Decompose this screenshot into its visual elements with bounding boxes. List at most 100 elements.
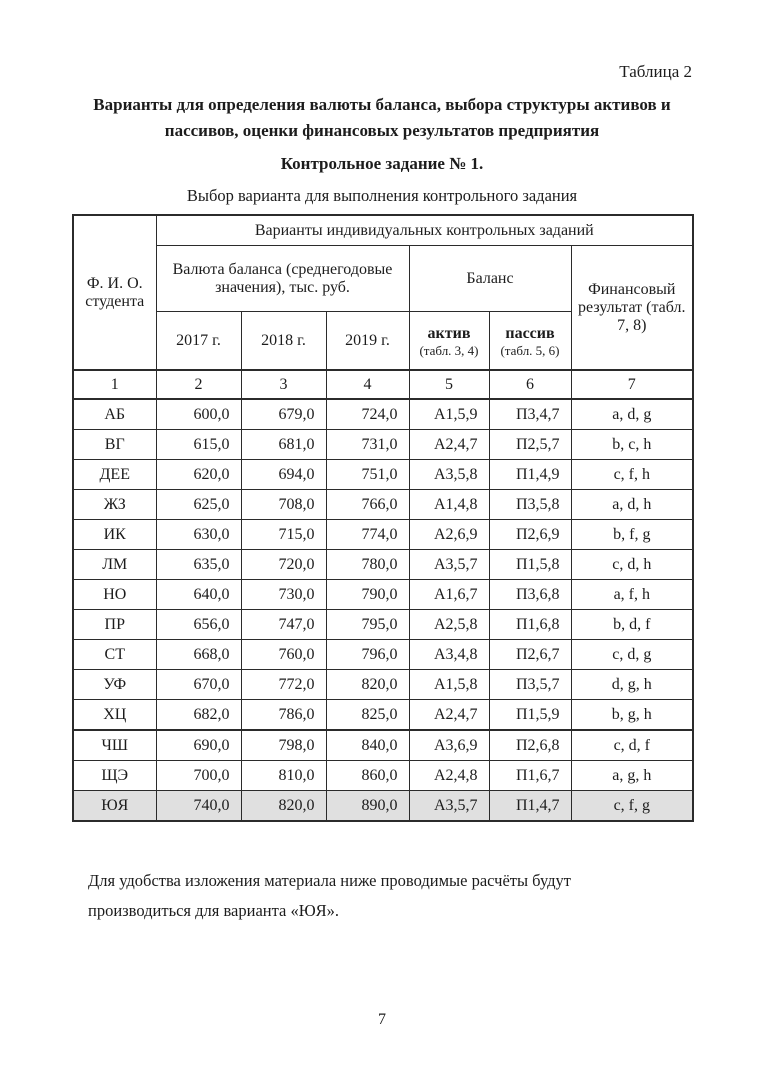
table-cell: ПР — [72, 609, 157, 640]
table-cell: 796,0 — [325, 639, 410, 670]
table-cell: 708,0 — [240, 489, 327, 520]
table-cell: a, d, h — [570, 489, 694, 520]
table-cell: 786,0 — [240, 699, 327, 731]
table-cell: ВГ — [72, 429, 157, 460]
table-cell: 720,0 — [240, 549, 327, 580]
header-fio: Ф. И. О. студента — [72, 214, 157, 371]
table-cell: П2,6,8 — [488, 729, 572, 761]
table-body: АБ 600,0 679,0 724,0 А1,5,9 П3,4,7 a, d, g ВГ 61… — [72, 398, 694, 822]
table-row: ХЦ 682,0 786,0 825,0 А2,4,7 П1,5,9 b, g, h — [72, 699, 694, 731]
header-variants-group: Варианты индивидуальных контрольных зада… — [155, 214, 694, 246]
table-cell: b, g, h — [570, 699, 694, 731]
table-row: УФ 670,0 772,0 820,0 А1,5,8 П3,5,7 d, g, h — [72, 669, 694, 700]
table-row: ПР 656,0 747,0 795,0 А2,5,8 П1,6,8 b, d, f — [72, 609, 694, 640]
table-row: НО 640,0 730,0 790,0 А1,6,7 П3,6,8 a, f, h — [72, 579, 694, 610]
table-row: ЧШ 690,0 798,0 840,0 А3,6,9 П2,6,8 c, d, f — [72, 729, 694, 761]
table-cell: 724,0 — [325, 398, 410, 430]
table-cell: А1,6,7 — [408, 579, 490, 610]
header-liability-label: пассив — [505, 324, 555, 342]
header-row-columns: 2017 г. 2018 г. 2019 г. актив (табл. 3, … — [73, 311, 693, 371]
header-row-numbers: 1 2 3 4 5 6 7 — [72, 369, 694, 400]
table-cell: А3,6,9 — [408, 729, 490, 761]
table-cell: А3,5,7 — [408, 549, 490, 580]
header-year-2019: 2019 г. — [325, 311, 410, 371]
table-cell: c, f, h — [570, 459, 694, 490]
table-cell: 772,0 — [240, 669, 327, 700]
table-cell: 600,0 — [155, 398, 242, 430]
header-year-2018: 2018 г. — [240, 311, 327, 371]
table-cell: П1,6,8 — [488, 609, 572, 640]
table-cell: П1,6,7 — [488, 760, 572, 791]
table-cell: 774,0 — [325, 519, 410, 550]
table-cell: П1,5,8 — [488, 549, 572, 580]
table-cell: А2,4,7 — [408, 429, 490, 460]
table-cell: a, g, h — [570, 760, 694, 791]
table-cell: А3,5,8 — [408, 459, 490, 490]
column-number: 2 — [155, 369, 242, 400]
document-title: Варианты для определения валюты баланса,… — [93, 95, 671, 140]
header-row-groups: Ф. И. О. студента Варианты индивидуальны… — [72, 214, 694, 371]
table-cell: 625,0 — [155, 489, 242, 520]
table-cell: c, d, f — [570, 729, 694, 761]
table-cell: 731,0 — [325, 429, 410, 460]
table-cell: 682,0 — [155, 699, 242, 731]
table-cell: П3,5,7 — [488, 669, 572, 700]
table-cell: П3,6,8 — [488, 579, 572, 610]
table-cell: 747,0 — [240, 609, 327, 640]
table-cell: 740,0 — [155, 790, 242, 822]
table-cell: 751,0 — [325, 459, 410, 490]
table-cell: НО — [72, 579, 157, 610]
table-row: ВГ 615,0 681,0 731,0 А2,4,7 П2,5,7 b, c, h — [72, 429, 694, 460]
table-cell: ДЕЕ — [72, 459, 157, 490]
table-cell: 679,0 — [240, 398, 327, 430]
table-cell: 766,0 — [325, 489, 410, 520]
table-cell: П2,6,7 — [488, 639, 572, 670]
table-cell: 656,0 — [155, 609, 242, 640]
table-cell: 694,0 — [240, 459, 327, 490]
column-number: 1 — [72, 369, 157, 400]
table-cell: П3,4,7 — [488, 398, 572, 430]
table-cell: c, f, g — [570, 790, 694, 822]
table-row: ЮЯ 740,0 820,0 890,0 А3,5,7 П1,4,7 c, f, g — [72, 790, 694, 822]
table-row: АБ 600,0 679,0 724,0 А1,5,9 П3,4,7 a, d, g — [72, 398, 694, 430]
table-cell: 730,0 — [240, 579, 327, 610]
column-number: 4 — [325, 369, 410, 400]
table-cell: 840,0 — [325, 729, 410, 761]
table-cell: 798,0 — [240, 729, 327, 761]
table-cell: П3,5,8 — [488, 489, 572, 520]
header-fin-result: Финансовый результат (табл. 7, 8) — [570, 245, 694, 371]
table-cell: А2,4,7 — [408, 699, 490, 731]
table-cell: 681,0 — [240, 429, 327, 460]
table-title: Выбор варианта для выполнения контрольно… — [186, 186, 578, 205]
table-cell: А2,4,8 — [408, 760, 490, 791]
table-cell: ЧШ — [72, 729, 157, 761]
table-row: ДЕЕ 620,0 694,0 751,0 А3,5,8 П1,4,9 c, f, h — [72, 459, 694, 490]
table-cell: ЛМ — [72, 549, 157, 580]
table-cell: 795,0 — [325, 609, 410, 640]
page-number: 7 — [378, 1011, 386, 1028]
table-cell: 760,0 — [240, 639, 327, 670]
table-cell: 635,0 — [155, 549, 242, 580]
table-cell: ЖЗ — [72, 489, 157, 520]
header-liability-sub: (табл. 5, 6) — [500, 342, 560, 358]
table-cell: b, c, h — [570, 429, 694, 460]
table-cell: А1,5,9 — [408, 398, 490, 430]
table-cell: 630,0 — [155, 519, 242, 550]
table-cell: А3,5,7 — [408, 790, 490, 822]
table-cell: ЩЭ — [72, 760, 157, 791]
table-cell: ИК — [72, 519, 157, 550]
table-cell: 670,0 — [155, 669, 242, 700]
table-row: СТ 668,0 760,0 796,0 А3,4,8 П2,6,7 c, d, g — [72, 639, 694, 670]
header-year-2017: 2017 г. — [155, 311, 242, 371]
table-row: ЖЗ 625,0 708,0 766,0 А1,4,8 П3,5,8 a, d, h — [72, 489, 694, 520]
variants-table: Ф. И. О. студента Варианты индивидуальны… — [72, 214, 695, 822]
table-cell: П2,6,9 — [488, 519, 572, 550]
table-cell: АБ — [72, 398, 157, 430]
table-cell: А1,4,8 — [408, 489, 490, 520]
table-cell: a, f, h — [570, 579, 694, 610]
table-cell: 825,0 — [325, 699, 410, 731]
header-balance-group: Баланс — [408, 245, 572, 312]
table-cell: 790,0 — [325, 579, 410, 610]
table-cell: 690,0 — [155, 729, 242, 761]
table-cell: УФ — [72, 669, 157, 700]
